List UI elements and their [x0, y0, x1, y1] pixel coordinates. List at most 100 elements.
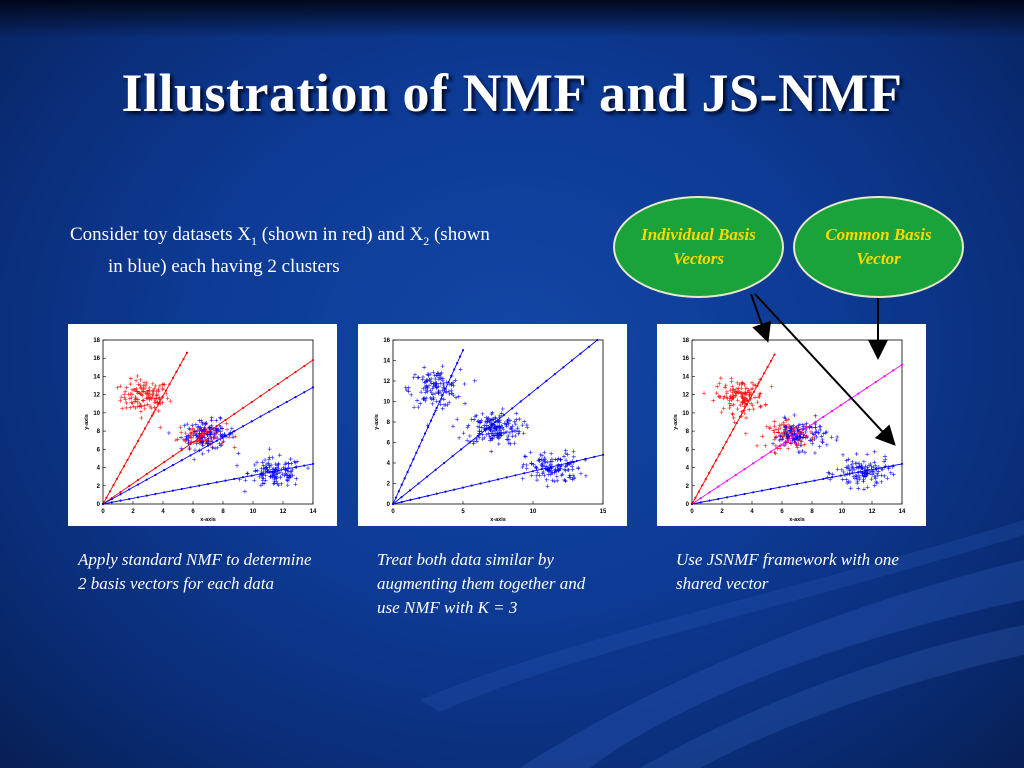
data-point — [150, 381, 155, 386]
data-point — [263, 458, 268, 463]
data-point — [218, 416, 223, 421]
data-point — [419, 390, 424, 395]
data-point — [152, 386, 157, 391]
basis-marker — [514, 474, 517, 477]
data-point — [525, 425, 530, 430]
cluster-red — [702, 376, 774, 425]
data-point — [571, 473, 576, 478]
basis-marker — [725, 440, 728, 443]
basis-marker — [900, 462, 904, 466]
data-point — [781, 443, 786, 448]
data-point — [728, 388, 733, 393]
y-tick-label: 16 — [682, 356, 689, 362]
data-point — [485, 419, 490, 424]
basis-marker — [470, 484, 473, 487]
data-point — [148, 404, 153, 409]
basis-marker — [704, 477, 707, 481]
data-point — [194, 441, 199, 446]
data-point — [723, 383, 728, 388]
data-point — [861, 479, 866, 484]
y-tick-label: 16 — [93, 356, 100, 362]
x-tick-label: 10 — [530, 509, 537, 515]
data-point — [536, 458, 541, 463]
basis-marker — [732, 428, 735, 431]
data-point — [856, 486, 861, 491]
data-point — [150, 394, 155, 399]
basis-marker — [397, 490, 400, 493]
data-point — [218, 429, 223, 434]
basis-marker — [708, 491, 711, 494]
data-point — [472, 417, 477, 422]
data-point — [463, 401, 468, 406]
data-point — [743, 431, 748, 436]
data-point — [874, 480, 879, 485]
data-point — [839, 467, 844, 472]
basis-marker — [531, 470, 535, 473]
data-point — [743, 392, 748, 397]
data-point — [427, 377, 432, 382]
basis-marker — [163, 491, 166, 494]
data-point — [570, 477, 575, 482]
data-point — [546, 472, 551, 477]
data-point — [285, 473, 290, 478]
data-point — [571, 449, 576, 454]
data-point — [197, 438, 202, 443]
data-point — [175, 437, 180, 442]
data-point — [512, 441, 517, 446]
data-point — [451, 424, 456, 429]
data-point — [562, 467, 567, 472]
data-point — [190, 423, 195, 428]
data-point — [733, 393, 738, 398]
basis-marker — [865, 386, 869, 389]
data-point — [847, 468, 852, 473]
data-point — [160, 386, 165, 391]
data-point — [423, 398, 428, 403]
plot-jsnmf: 0 2 4 6 8 10 12 14 0 2 4 6 8 10 12 14 16 18 x-axis y-axis — [657, 324, 926, 526]
basis-marker — [804, 481, 807, 484]
y-tick-label: 4 — [97, 466, 101, 472]
basis-marker — [303, 464, 306, 467]
data-point — [433, 391, 438, 396]
basis-marker — [154, 466, 157, 470]
data-point — [140, 398, 145, 403]
x-tick-label: 0 — [391, 509, 395, 515]
basis-marker — [714, 459, 718, 462]
data-point — [786, 446, 791, 451]
data-point — [506, 434, 511, 439]
data-point — [548, 459, 553, 464]
x-tick-label: 4 — [161, 509, 165, 515]
basis-marker — [523, 472, 526, 475]
data-point — [516, 431, 521, 436]
data-point — [571, 454, 576, 459]
data-point — [840, 452, 845, 457]
basis-marker — [119, 499, 122, 502]
data-point — [198, 425, 203, 430]
data-point — [218, 443, 223, 448]
basis-marker — [787, 484, 790, 487]
data-point — [126, 392, 131, 397]
data-point — [252, 463, 257, 468]
data-point — [138, 385, 143, 390]
data-point — [277, 470, 282, 475]
basis-marker — [426, 426, 430, 429]
data-point — [496, 442, 501, 447]
basis-marker — [285, 376, 288, 380]
data-point — [429, 381, 434, 386]
data-point — [484, 423, 489, 428]
basis-marker — [185, 351, 189, 354]
data-point — [879, 479, 884, 484]
data-point — [883, 454, 888, 459]
data-point — [542, 473, 547, 478]
data-point — [489, 431, 494, 436]
data-point — [269, 463, 274, 468]
basis-marker — [105, 496, 108, 499]
data-point — [260, 472, 265, 477]
basis-marker — [136, 483, 140, 486]
data-point — [425, 378, 430, 383]
data-point — [440, 406, 445, 411]
basis-marker — [752, 491, 755, 494]
basis-marker — [830, 476, 834, 479]
data-point — [214, 418, 219, 423]
basis-marker — [739, 415, 742, 418]
basis-marker — [180, 487, 183, 491]
